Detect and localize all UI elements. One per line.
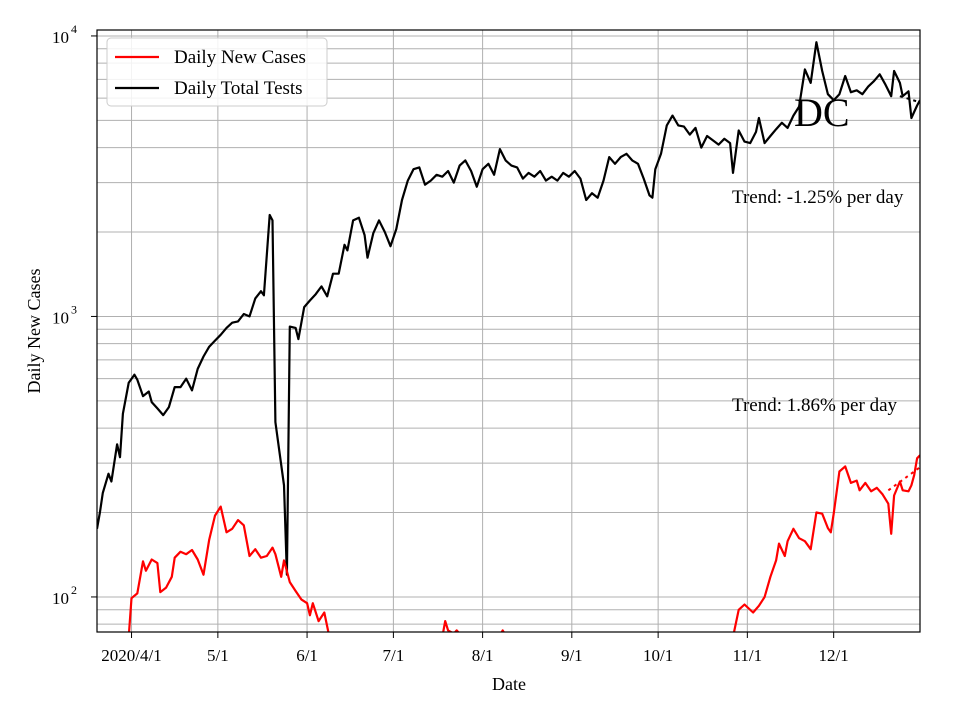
x-tick-label: 5/1 [207,646,229,665]
plot-area [97,41,920,632]
series-line-tests [97,41,920,576]
y-tick-exponent: 2 [71,583,77,597]
x-tick-label: 6/1 [296,646,318,665]
y-tick-label: 10 [52,308,69,327]
legend: Daily New Cases Daily Total Tests [106,37,328,107]
tests-trend-annotation: Trend: -1.25% per day [732,187,904,208]
y-axis-label: Daily New Cases [24,269,44,394]
legend-box [106,37,328,107]
x-tick-label: 10/1 [643,646,673,665]
x-tick-label: 7/1 [383,646,405,665]
y-tick-exponent: 4 [71,22,77,36]
y-tick-label: 10 [52,28,69,47]
y-tick-exponent: 3 [71,302,77,316]
legend-label-cases: Daily New Cases [174,47,306,68]
x-tick-label: 2020/4/1 [101,646,161,665]
x-axis-ticks: 2020/4/1 5/1 6/1 7/1 8/1 9/1 10/1 11/1 12/1 [101,632,849,665]
x-tick-label: 12/1 [819,646,849,665]
x-tick-label: 8/1 [472,646,494,665]
x-axis-label: Date [492,674,526,694]
chart-title: DC [794,90,850,135]
grid-lines [97,30,920,632]
x-tick-label: 11/1 [733,646,763,665]
plot-frame [96,29,921,633]
y-tick-label: 10 [52,589,69,608]
legend-label-tests: Daily Total Tests [174,78,303,99]
cases-trend-annotation: Trend: 1.86% per day [732,395,897,416]
x-tick-label: 9/1 [561,646,583,665]
series-line-cases-segment-3 [500,629,505,632]
series-line-cases-segment-1 [127,505,330,632]
series-line-cases-segment-4 [732,454,920,632]
